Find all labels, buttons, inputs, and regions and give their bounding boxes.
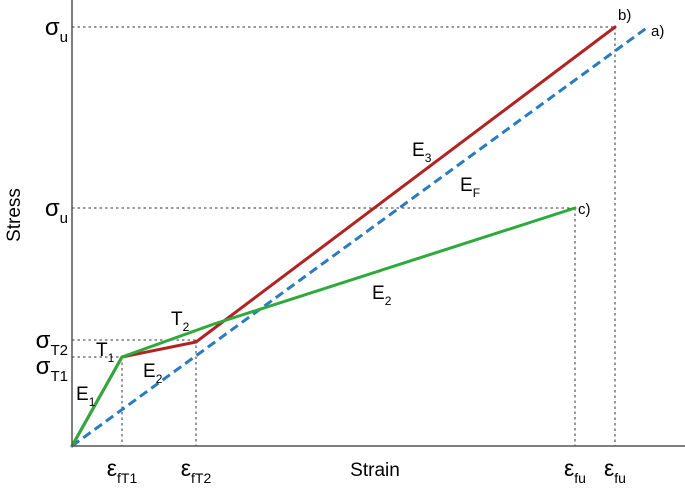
x-tick-labels: εfT1 εfT2 εfu εfu <box>107 455 626 486</box>
annotation-8: T2 <box>171 309 190 334</box>
y-tick-label-2: σT2 <box>36 327 68 359</box>
x-tick-label-1: εfT2 <box>181 455 212 486</box>
annotation-7: E1 <box>76 384 96 409</box>
series-lines <box>70 25 649 448</box>
series-line-b <box>70 25 617 448</box>
annotation-9: T1 <box>96 340 115 365</box>
x-tick-label-0: εfT1 <box>107 455 138 486</box>
x-axis-label: Strain <box>350 460 400 481</box>
annotation-4: EF <box>460 175 480 200</box>
annotation-5: E2 <box>372 283 392 308</box>
series-line-c <box>70 206 577 448</box>
x-tick-label-2: εfu <box>564 455 586 486</box>
annotation-3: E3 <box>412 140 432 165</box>
y-tick-label-3: σT1 <box>36 353 68 385</box>
annotation-6: E2 <box>143 361 163 386</box>
x-tick-label-3: εfu <box>604 455 626 486</box>
y-tick-label-1: σu <box>45 195 68 227</box>
annotation-0: b) <box>618 7 631 24</box>
y-axis-label: Stress <box>4 188 25 242</box>
annotations: b) a) c) E3 EF E2 E2 E1 T2 T1 <box>76 7 664 409</box>
y-tick-label-0: σu <box>45 14 68 46</box>
guide-lines <box>72 26 616 446</box>
annotation-1: a) <box>651 23 664 40</box>
series-line-a <box>71 25 649 448</box>
annotation-2: c) <box>578 201 591 218</box>
